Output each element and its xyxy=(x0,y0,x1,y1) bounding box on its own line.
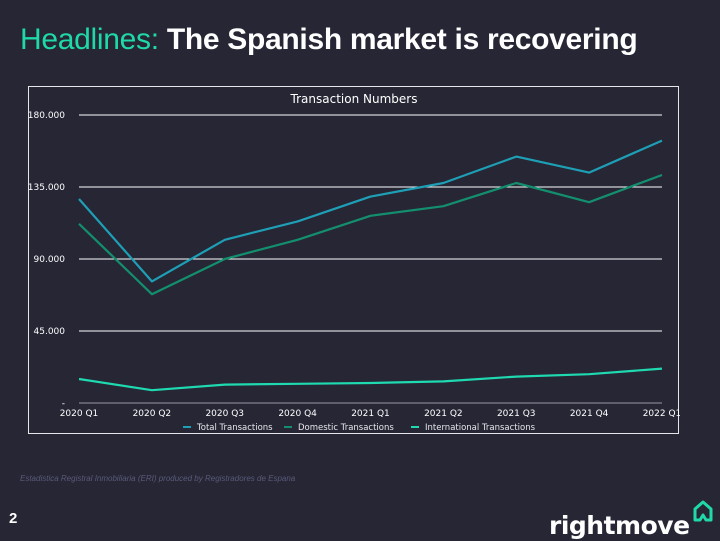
logo-text: rightmove xyxy=(549,511,690,540)
x-tick-label: 2021 Q2 xyxy=(424,409,463,419)
page-number: 2 xyxy=(9,510,18,527)
legend-label: Domestic Transactions xyxy=(298,423,394,433)
gridlines xyxy=(79,114,662,404)
y-tick-label: 90.000 xyxy=(34,255,66,265)
x-tick-label: 2020 Q1 xyxy=(60,409,99,419)
house-icon xyxy=(693,500,713,527)
legend-label: International Transactions xyxy=(425,423,536,433)
x-tick-label: 2020 Q3 xyxy=(205,409,244,419)
x-tick-label: 2022 Q1 xyxy=(643,409,680,419)
y-tick-label: 180.000 xyxy=(29,111,65,121)
series-lines xyxy=(78,139,663,392)
y-tick-label: - xyxy=(62,399,65,409)
series-line-total-transactions xyxy=(78,139,663,283)
x-tick-label: 2020 Q4 xyxy=(278,409,317,419)
x-tick-label: 2021 Q3 xyxy=(497,409,536,419)
source-note: Estadistica Registral Inmobiliaria (ERI)… xyxy=(20,474,296,483)
slide-headline: Headlines: The Spanish market is recover… xyxy=(20,20,638,60)
line-chart: Transaction Numbers - 45.000 90.000 135.000… xyxy=(29,92,680,433)
legend: Total Transactions Domestic Transactions I… xyxy=(183,423,536,433)
y-axis-ticks: - 45.000 90.000 135.000 180.000 xyxy=(29,111,65,409)
chart-title: Transaction Numbers xyxy=(290,92,418,106)
headline-main: The Spanish market is recovering xyxy=(166,23,638,56)
x-tick-label: 2021 Q1 xyxy=(351,409,390,419)
series-line-domestic-transactions xyxy=(78,173,663,296)
x-tick-label: 2021 Q4 xyxy=(570,409,609,419)
x-tick-label: 2020 Q2 xyxy=(133,409,172,419)
rightmove-logo: rightmove xyxy=(549,500,713,541)
y-tick-label: 135.000 xyxy=(29,183,65,193)
headline-lead: Headlines: xyxy=(20,23,159,56)
chart-container: Transaction Numbers - 45.000 90.000 135.000… xyxy=(28,86,680,434)
x-axis-ticks: 2020 Q1 2020 Q2 2020 Q3 2020 Q4 2021 Q1 2021 … xyxy=(60,409,680,419)
legend-label: Total Transactions xyxy=(196,423,273,433)
series-line-international-transactions xyxy=(78,367,663,392)
y-tick-label: 45.000 xyxy=(34,327,66,337)
